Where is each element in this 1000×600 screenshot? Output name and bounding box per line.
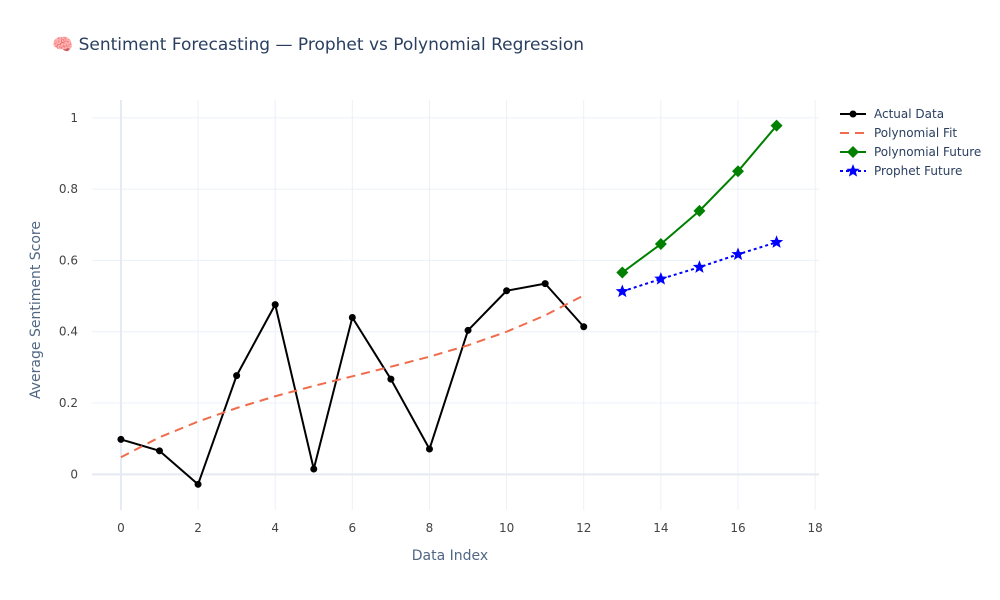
x-tick-label: 0 — [117, 521, 125, 535]
data-point — [387, 375, 395, 383]
data-point — [425, 445, 433, 453]
x-tick-label: 4 — [271, 521, 279, 535]
x-tick-label: 18 — [808, 521, 823, 535]
x-tick-label: 2 — [194, 521, 202, 535]
data-point — [117, 435, 125, 443]
legend-item[interactable]: Prophet Future — [840, 164, 962, 178]
x-axis-title: Data Index — [412, 548, 488, 564]
axes: 0 2 4 6 8 10 12 14 16 18 0 0.2 0.4 0.6 0.8 1 — [59, 111, 823, 535]
y-tick-label: 1 — [70, 111, 78, 125]
data-point — [693, 204, 706, 217]
data-point — [731, 247, 745, 261]
y-tick-label: 0 — [70, 467, 78, 481]
data-point — [348, 313, 356, 321]
y-tick-label: 0.2 — [59, 396, 78, 410]
data-point — [503, 287, 511, 295]
data-point — [732, 165, 745, 178]
y-tick-label: 0.4 — [59, 325, 78, 339]
x-tick-label: 14 — [653, 521, 668, 535]
grid-lines — [92, 100, 819, 510]
legend-label: Polynomial Future — [874, 145, 981, 159]
legend-item[interactable]: Actual Data — [840, 107, 944, 121]
data-point — [615, 284, 629, 298]
legend[interactable]: Actual Data Polynomial Fit Polynomial Futu… — [840, 107, 981, 178]
data-point — [541, 280, 549, 288]
data-point — [194, 480, 202, 488]
series-2 — [616, 119, 783, 279]
data-point — [769, 235, 784, 248]
legend-label: Actual Data — [874, 107, 944, 121]
data-point — [692, 260, 707, 273]
x-tick-label: 10 — [499, 521, 514, 535]
data-point — [654, 271, 668, 285]
data-point — [310, 465, 318, 473]
legend-marker — [849, 110, 857, 118]
y-tick-label: 0.6 — [59, 253, 78, 267]
x-tick-label: 16 — [730, 521, 745, 535]
series-0 — [117, 280, 588, 488]
series-layer — [117, 119, 784, 488]
data-point — [616, 266, 629, 279]
legend-marker — [847, 146, 859, 158]
legend-item[interactable]: Polynomial Fit — [840, 126, 957, 140]
chart-title: 🧠 Sentiment Forecasting — Prophet vs Pol… — [52, 35, 584, 55]
series-line — [120, 294, 585, 459]
data-point — [580, 323, 588, 331]
legend-item[interactable]: Polynomial Future — [840, 145, 981, 159]
y-tick-label: 0.8 — [59, 182, 78, 196]
series-line — [621, 125, 778, 274]
legend-label: Prophet Future — [874, 164, 962, 178]
x-tick-label: 12 — [576, 521, 591, 535]
legend-marker — [846, 164, 860, 177]
x-tick-label: 6 — [349, 521, 357, 535]
legend-label: Polynomial Fit — [874, 126, 957, 140]
data-point — [770, 119, 783, 132]
y-axis-title: Average Sentiment Score — [28, 221, 44, 399]
data-point — [271, 301, 279, 309]
x-tick-label: 8 — [426, 521, 434, 535]
data-point — [155, 447, 163, 455]
data-point — [464, 326, 472, 334]
series-3 — [615, 235, 784, 298]
series-1 — [120, 294, 585, 459]
data-point — [654, 238, 667, 251]
data-point — [233, 372, 241, 380]
